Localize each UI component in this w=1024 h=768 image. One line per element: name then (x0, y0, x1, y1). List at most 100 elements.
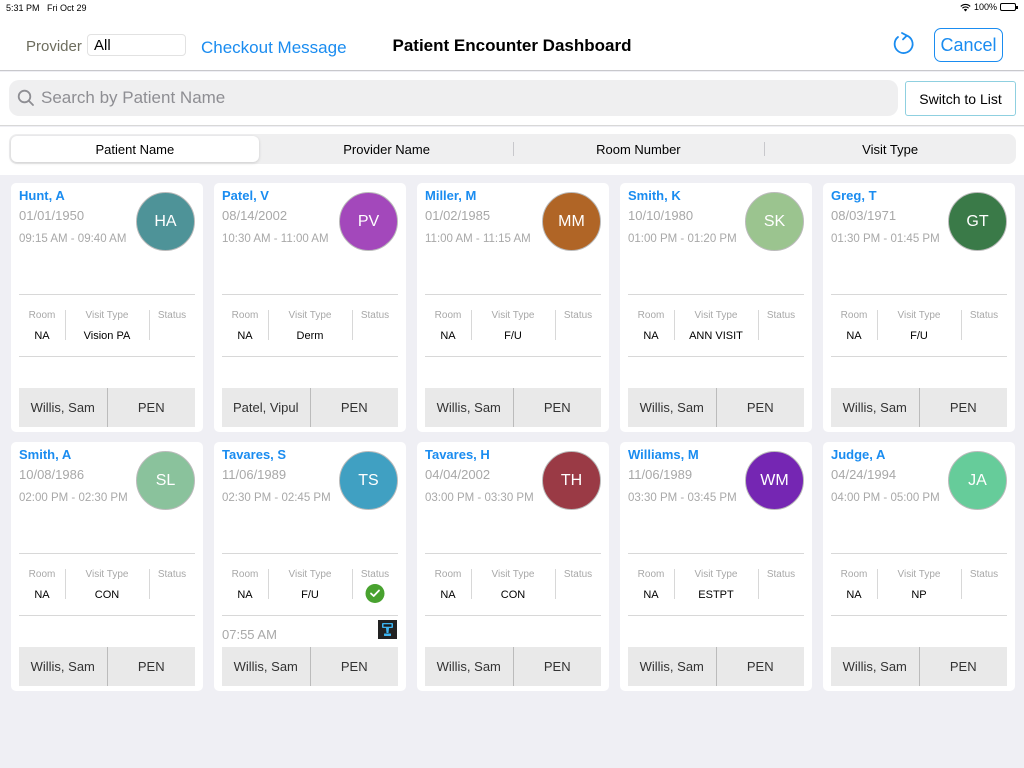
visit-type-value: ANN VISIT (689, 330, 743, 342)
state-button[interactable]: PEN (715, 388, 805, 427)
appointment-time: 03:30 PM - 03:45 PM (628, 492, 737, 504)
appointment-time: 04:00 PM - 05:00 PM (831, 492, 940, 504)
state-button[interactable]: PEN (715, 647, 805, 686)
patient-name: Tavares, H (425, 447, 490, 462)
divider (425, 615, 601, 616)
tab-provider-name[interactable]: Provider Name (343, 141, 430, 157)
state-button[interactable]: PEN (309, 388, 399, 427)
state-button[interactable]: PEN (512, 647, 602, 686)
room-value: NA (440, 330, 456, 342)
patient-dob: 04/24/1994 (831, 467, 897, 482)
patient-name: Patel, V (222, 188, 269, 203)
divider (425, 356, 601, 357)
patient-dob: 01/01/1950 (19, 208, 85, 223)
patient-dob: 10/08/1986 (19, 467, 85, 482)
switch-to-list-button[interactable]: Switch to List (905, 81, 1016, 116)
divider (425, 553, 601, 554)
patient-card[interactable]: Williams, M 11/06/1989 03:30 PM - 03:45 … (620, 442, 812, 691)
state-button[interactable]: PEN (106, 647, 196, 686)
patient-dob: 08/03/1971 (831, 208, 897, 223)
patient-card[interactable]: Smith, K 10/10/1980 01:00 PM - 01:20 PM … (620, 183, 812, 432)
refresh-icon[interactable] (890, 31, 916, 57)
patient-card[interactable]: Patel, V 08/14/2002 10:30 AM - 11:00 AM … (214, 183, 406, 432)
patient-card[interactable]: Tavares, S 11/06/1989 02:30 PM - 02:45 P… (214, 442, 406, 691)
divider (831, 615, 1007, 616)
divider (222, 615, 398, 616)
appointment-time: 02:30 PM - 02:45 PM (222, 492, 331, 504)
patient-card[interactable]: Hunt, A 01/01/1950 09:15 AM - 09:40 AM H… (11, 183, 203, 432)
divider (628, 294, 804, 295)
visit-type-value: Derm (296, 330, 324, 342)
patient-card[interactable]: Smith, A 10/08/1986 02:00 PM - 02:30 PM … (11, 442, 203, 691)
provider-button[interactable]: Willis, Sam (842, 659, 907, 674)
room-label: Room (840, 569, 868, 580)
battery-percent: 100% (973, 2, 997, 12)
provider-button[interactable]: Willis, Sam (639, 659, 704, 674)
divider (222, 553, 398, 554)
avatar: WM (745, 451, 804, 510)
checked-in-icon (365, 584, 385, 603)
patient-card[interactable]: Miller, M 01/02/1985 11:00 AM - 11:15 AM… (417, 183, 609, 432)
status-label: Status (969, 310, 999, 321)
status-label: Status (360, 569, 390, 580)
provider-button[interactable]: Willis, Sam (233, 659, 298, 674)
provider-button[interactable]: Patel, Vipul (232, 400, 299, 415)
visit-type-label: Visit Type (85, 569, 129, 580)
room-value: NA (237, 330, 253, 342)
visit-info: Room NA Visit Type F/U Status (831, 307, 1007, 347)
patient-card[interactable]: Greg, T 08/03/1971 01:30 PM - 01:45 PM G… (823, 183, 1015, 432)
status-right: 100% (960, 2, 1018, 12)
avatar: MM (542, 192, 601, 251)
tab-patient-name[interactable]: Patient Name (11, 136, 259, 162)
provider-button[interactable]: Willis, Sam (639, 400, 704, 415)
provider-label: Provider (26, 38, 82, 55)
state-button[interactable]: PEN (918, 388, 1008, 427)
state-button[interactable]: PEN (309, 647, 399, 686)
room-value: NA (440, 589, 456, 601)
tab-visit-type[interactable]: Visit Type (764, 136, 1014, 162)
state-button[interactable]: PEN (106, 388, 196, 427)
patient-card[interactable]: Tavares, H 04/04/2002 03:00 PM - 03:30 P… (417, 442, 609, 691)
provider-button[interactable]: Willis, Sam (30, 659, 95, 674)
avatar: TS (339, 451, 398, 510)
provider-select[interactable]: All (87, 34, 186, 56)
patient-dob: 08/14/2002 (222, 208, 288, 223)
appointment-time: 02:00 PM - 02:30 PM (19, 492, 128, 504)
checkout-message-link[interactable]: Checkout Message (201, 38, 347, 57)
cancel-button[interactable]: Cancel (934, 28, 1003, 62)
divider (628, 356, 804, 357)
visit-type-value: Vision PA (83, 330, 131, 342)
divider (628, 615, 804, 616)
patient-card[interactable]: Judge, A 04/24/1994 04:00 PM - 05:00 PM … (823, 442, 1015, 691)
card-actions: Willis, Sam PEN (425, 647, 601, 686)
avatar: JA (948, 451, 1007, 510)
search-field[interactable] (9, 80, 898, 116)
battery-icon (1000, 3, 1018, 11)
visit-info: Room NA Visit Type ESTPT Status (628, 566, 804, 606)
provider-button[interactable]: Willis, Sam (436, 659, 501, 674)
search-input[interactable] (41, 88, 841, 108)
visit-type-value: CON (500, 589, 526, 601)
avatar: HA (136, 192, 195, 251)
sort-segmented-control: Patient Name Provider Name Room Number V… (9, 134, 1016, 164)
divider (222, 356, 398, 357)
provider-button[interactable]: Willis, Sam (436, 400, 501, 415)
provider-button[interactable]: Willis, Sam (30, 400, 95, 415)
status-label: Status (157, 310, 187, 321)
room-value: NA (34, 589, 50, 601)
state-button[interactable]: PEN (512, 388, 602, 427)
tab-room-number[interactable]: Room Number (512, 136, 763, 162)
room-label: Room (840, 310, 868, 321)
patient-dob: 04/04/2002 (425, 467, 491, 482)
card-actions: Willis, Sam PEN (831, 388, 1007, 427)
room-label: Room (28, 569, 56, 580)
status-bar: 5:31 PM Fri Oct 29 100% (0, 0, 1024, 16)
state-button[interactable]: PEN (918, 647, 1008, 686)
provider-button[interactable]: Willis, Sam (842, 400, 907, 415)
patient-name: Greg, T (831, 188, 877, 203)
room-value: NA (237, 589, 253, 601)
card-actions: Willis, Sam PEN (425, 388, 601, 427)
visit-info: Room NA Visit Type CON Status (19, 566, 195, 606)
status-label: Status (563, 569, 593, 580)
room-label: Room (637, 310, 665, 321)
